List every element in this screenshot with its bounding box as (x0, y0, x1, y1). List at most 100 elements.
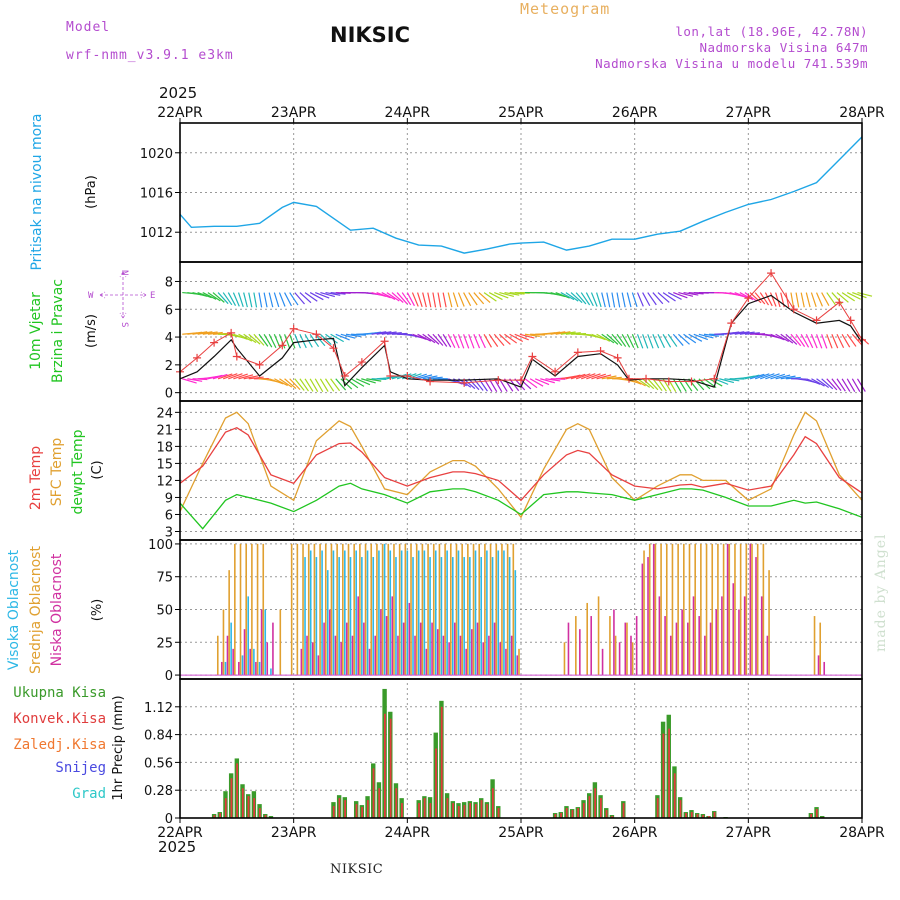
wind-arrow (857, 291, 873, 297)
wind-arrow (677, 378, 687, 392)
precip-bar-conv (395, 788, 398, 818)
gust-marker (642, 374, 651, 383)
precip-bar-conv (696, 814, 699, 818)
wind-arrow (315, 292, 330, 299)
wind-arrow (785, 333, 798, 345)
wind-unit: (m/s) (84, 314, 99, 348)
precip-bar-conv (423, 798, 426, 818)
x-tick-top: 22APR (157, 105, 203, 121)
temp-label-dewpt: dewpt Temp (70, 429, 86, 514)
wind-arrow (309, 292, 324, 301)
precip-bar-conv (247, 796, 250, 818)
wind-arrow (744, 374, 760, 380)
x-tick-top: 26APR (612, 105, 658, 121)
wind-arrow (442, 333, 452, 348)
wind-arrow (590, 292, 598, 307)
wind-arrow (678, 333, 690, 345)
wind-arrow (304, 378, 314, 392)
gust-marker (494, 376, 503, 385)
wind-arrow (683, 378, 693, 392)
temperature-tick-label: 9 (165, 491, 173, 506)
wind-arrow (417, 333, 432, 342)
wind-arrow (734, 292, 749, 299)
wind-arrow (243, 375, 259, 380)
wind-arrow (529, 378, 544, 387)
precip-bar-conv (418, 803, 420, 818)
wind-arrow (637, 378, 651, 388)
wind-arrow (764, 292, 773, 307)
wind-arrow (647, 292, 657, 306)
wind-arrow (770, 333, 785, 341)
wind-arrow (473, 334, 481, 349)
wind-arrow (217, 373, 233, 380)
wind-arrow (304, 292, 318, 302)
wind-arrow (268, 334, 277, 348)
x-tick-top: 23APR (271, 105, 317, 121)
cloud-tick-label: 25 (156, 636, 173, 651)
wind-arrow (821, 292, 830, 306)
wind-arrow (504, 333, 518, 344)
wind-arrow (514, 378, 526, 391)
precip-bar-conv (429, 803, 432, 818)
gust-marker (340, 371, 349, 380)
wind-arrow (401, 292, 412, 306)
wind-arrow (591, 373, 606, 380)
precip-bar-conv (384, 713, 386, 818)
wind-arrow (611, 292, 616, 308)
wind-arrow (330, 291, 346, 295)
gust-marker (289, 324, 298, 333)
x-tick-bottom: 24APR (385, 825, 431, 841)
precip-legend-graupel: Grad (72, 786, 106, 802)
precip-bar-conv (480, 800, 483, 818)
wind-arrow (534, 378, 550, 386)
wind-arrow (432, 292, 437, 308)
wind-arrow (498, 378, 508, 392)
wind-arrow (468, 292, 478, 306)
wind-arrow (335, 378, 347, 391)
wind-arrow (350, 378, 365, 387)
wind-arrow (821, 378, 834, 390)
wind-arrow (606, 292, 611, 308)
wind-arrow (289, 334, 296, 349)
precip-bar-conv (224, 798, 227, 818)
precip-bar-conv (463, 805, 466, 818)
wind-arrow (662, 333, 672, 348)
wind-arrow (233, 333, 248, 340)
x-tick-bottom: 26APR (612, 825, 658, 841)
cloud-unit: (%) (90, 599, 105, 622)
t2m-line (179, 426, 863, 502)
wind-arrow (631, 292, 638, 308)
wind-arrow (335, 333, 350, 341)
temp-unit: (C) (90, 460, 105, 479)
wind-arrow (309, 378, 319, 393)
wind-arrow (841, 292, 855, 302)
precip-tick-label: 0.56 (144, 756, 173, 771)
wind-arrow (688, 333, 703, 342)
precip-tick-label: 0.84 (144, 729, 173, 744)
precip-bar-conv (258, 808, 261, 818)
gust-marker (357, 358, 366, 367)
precip-bar-conv (662, 733, 665, 818)
wind-arrow (657, 292, 670, 303)
wind-arrow (478, 292, 491, 304)
wind-arrow (406, 292, 415, 307)
x-tick-top: 24APR (385, 105, 431, 121)
wind-arrow (790, 292, 795, 308)
wind-arrow (775, 374, 791, 380)
wind-arrow (232, 292, 240, 307)
gust-marker (517, 376, 525, 385)
wind-arrow (770, 373, 785, 380)
wind-arrow (248, 333, 261, 345)
wind-arrow (565, 332, 581, 335)
wind-arrow (734, 331, 750, 335)
wind-arrow (575, 292, 587, 305)
wind-arrow (667, 292, 682, 300)
wind-arrow (452, 292, 459, 308)
precip-bar-conv (440, 706, 443, 818)
wind-arrow (437, 292, 442, 308)
gust-marker (278, 341, 287, 350)
wind-tick-label: 0 (165, 387, 173, 402)
wind-arrow (447, 292, 453, 308)
wind-tick-label: 2 (165, 359, 173, 374)
wind-arrow (642, 292, 651, 307)
